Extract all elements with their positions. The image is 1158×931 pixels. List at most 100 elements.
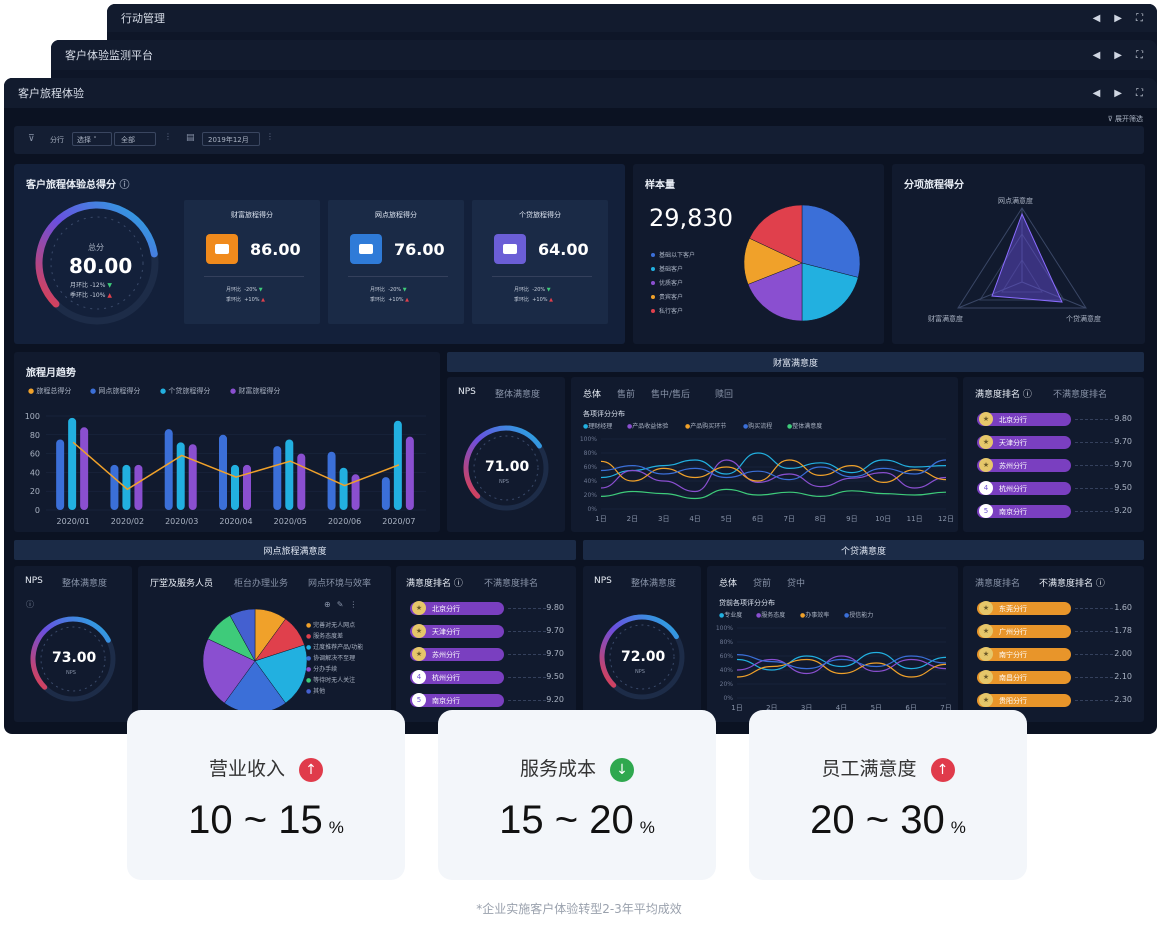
date-select[interactable]: 2019年12月: [202, 132, 260, 146]
sample-count: 29,830: [649, 204, 733, 232]
prev-icon[interactable]: ◀: [1092, 12, 1101, 24]
nps-gauge: [30, 616, 116, 702]
tab[interactable]: 总体: [719, 579, 738, 589]
next-icon[interactable]: ▶: [1114, 12, 1122, 24]
more-icon[interactable]: ⋮: [164, 132, 172, 141]
legend-item: ●专业度: [719, 612, 743, 619]
tab-nps[interactable]: NPS: [458, 387, 476, 397]
trend-bar: [122, 464, 131, 510]
window-title: 行动管理: [121, 12, 165, 25]
tab-dissatisfaction-rank[interactable]: 不满意度排名 ⓘ: [1039, 579, 1105, 589]
rank-bar: [977, 436, 1071, 449]
card-score: 64.00: [538, 240, 589, 259]
kpi-card: 服务成本 ↓ 15 ~ 20%: [438, 710, 716, 880]
loan-nps-panel: NPS 整体满意度 72.00 NPS: [583, 566, 701, 722]
wealth-score-distribution-panel: 总体 售前 售中/售后 赎回 各项评分分布 ●理财经理 ●产品收益体验 ●产品购买环节 ●购…: [571, 377, 958, 532]
tab[interactable]: 赎回: [715, 390, 734, 400]
tab[interactable]: 贷中: [787, 579, 806, 589]
more-icon[interactable]: ⋮: [266, 132, 274, 141]
radar-label: 网点满意度: [998, 197, 1033, 205]
tab-overall[interactable]: 整体满意度: [62, 579, 108, 589]
panel-toolbar-icons[interactable]: ⊕✎⋮: [324, 600, 364, 609]
filter-bar: ⊽ 分行 选择 ˅ 全部 ⋮ ▤ 2019年12月 ⋮: [14, 126, 1144, 154]
legend-item: 优质客户: [651, 278, 683, 287]
rank-bar: [410, 694, 504, 707]
legend-item: ●购买流程: [743, 423, 773, 430]
rank-bar: [977, 413, 1071, 426]
card-title: 个贷旅程得分: [519, 211, 561, 219]
tab[interactable]: 厅堂及服务人员: [150, 579, 214, 589]
series-line: [600, 488, 947, 500]
tab[interactable]: 贷前: [753, 579, 772, 589]
prev-icon[interactable]: ◀: [1092, 87, 1101, 99]
branch-ranking-panel: 满意度排名 ⓘ 不满意度排名 ★ 北京分行 9.80 ★ 天津分行 9.70 ★ 苏州分行 9.…: [396, 566, 576, 722]
expand-filter-link[interactable]: ⊽ 展开筛选: [1107, 115, 1143, 123]
trend-bar: [285, 439, 294, 510]
tab[interactable]: 总体: [583, 390, 602, 400]
series-line: [600, 459, 947, 481]
sub-score-card: 财富旅程得分 86.00 月环比 -20% ▼ 季环比 +10% ▲: [184, 200, 320, 324]
trend-bar: [351, 474, 360, 510]
help-icon[interactable]: ⓘ: [26, 600, 34, 609]
loan-line-chart: 100% 80% 60% 40% 20% 0% 1日 2日 3日 4日 5日 6日 7日: [716, 625, 952, 712]
tab-satisfaction-rank[interactable]: 满意度排名 ⓘ: [975, 390, 1032, 400]
pie-slice: [801, 204, 861, 278]
rank-name: 苏州分行: [999, 462, 1027, 470]
tab[interactable]: 网点环境与效率: [308, 579, 372, 589]
rank-bar: [410, 671, 504, 684]
rank-badge-icon: ★: [979, 670, 993, 684]
rank-value: 2.30: [1114, 695, 1132, 704]
tab-overall[interactable]: 整体满意度: [631, 579, 677, 589]
legend-item: ●产品收益体验: [627, 423, 669, 430]
journey-icon: [206, 234, 238, 264]
window-monitoring-platform[interactable]: 客户体验监测平台 ◀ ▶ ⛶: [51, 40, 1157, 100]
tab-dissatisfaction-rank[interactable]: 不满意度排名: [1053, 390, 1108, 400]
tab-satisfaction-rank[interactable]: 满意度排名: [975, 579, 1021, 589]
footnote: *企业实施客户体验转型2-3年平均成效: [476, 902, 682, 916]
tab[interactable]: 柜台办理业务: [234, 579, 289, 589]
y-tick: 80: [30, 431, 40, 440]
tab-satisfaction-rank[interactable]: 满意度排名 ⓘ: [406, 579, 463, 589]
window-customer-journey: 客户旅程体验 ◀ ▶ ⛶ ⊽ 展开筛选 ⊽ 分行 选择 ˅ 全部 ⋮ ▤ 2019年…: [4, 78, 1157, 734]
trend-bar: [339, 467, 348, 510]
fullscreen-icon[interactable]: ⛶: [1136, 49, 1143, 61]
tab[interactable]: 售前: [617, 390, 636, 400]
trend-bar: [176, 442, 185, 510]
nps-gauge: [599, 614, 685, 700]
fullscreen-icon[interactable]: ⛶: [1136, 12, 1143, 24]
y-tick: 40%: [720, 667, 734, 674]
legend-item: ●理财经理: [583, 423, 613, 430]
window-title: 客户体验监测平台: [65, 49, 153, 62]
card-title: 网点旅程得分: [375, 211, 417, 219]
x-tick: 4日: [836, 704, 847, 712]
x-tick: 10日: [875, 515, 891, 523]
tab-nps[interactable]: NPS: [25, 576, 43, 586]
fullscreen-icon[interactable]: ⛶: [1136, 87, 1143, 99]
legend-item: ●授信能力: [844, 612, 874, 619]
rank-value: 9.20: [1114, 506, 1132, 515]
prev-icon[interactable]: ◀: [1092, 49, 1101, 61]
series-line: [600, 459, 947, 484]
y-tick: 60%: [720, 653, 734, 660]
branch-value-select[interactable]: 全部: [114, 132, 156, 146]
rank-value: 9.50: [546, 672, 564, 681]
branch-pie-chart: [202, 608, 308, 714]
trend-bar: [405, 436, 414, 510]
next-icon[interactable]: ▶: [1114, 49, 1122, 61]
y-tick: 100: [25, 412, 40, 421]
y-tick: 80%: [720, 639, 734, 646]
tab[interactable]: 售中/售后: [651, 390, 691, 400]
rank-badge-icon: ★: [979, 601, 993, 615]
rank-value: 1.78: [1114, 626, 1132, 635]
journey-score-panel: 客户旅程体验总得分 ⓘ 总分 80.00 月环比 -12% ▼ 季环比 -10%…: [14, 164, 625, 344]
tab-dissatisfaction-rank[interactable]: 不满意度排名: [484, 579, 539, 589]
next-icon[interactable]: ▶: [1114, 87, 1122, 99]
rank-badge-icon: ★: [412, 624, 426, 638]
card-yoy: 季环比 +10% ▲: [514, 297, 553, 303]
monthly-trend-panel: 旅程月趋势 ● 旅程总得分 ● 网点旅程得分 ● 个贷旅程得分 ● 财富旅程得分 10…: [14, 352, 440, 532]
arrow-down-icon: ↓: [610, 757, 634, 782]
tab-nps[interactable]: NPS: [594, 576, 612, 586]
loan-ranking-panel: 满意度排名 不满意度排名 ⓘ ★ 东莞分行 1.60 ★ 广州分行 1.78 ★ 南宁分行 2.…: [963, 566, 1144, 722]
branch-select[interactable]: 选择 ˅: [72, 132, 112, 146]
tab-overall[interactable]: 整体满意度: [495, 390, 541, 400]
